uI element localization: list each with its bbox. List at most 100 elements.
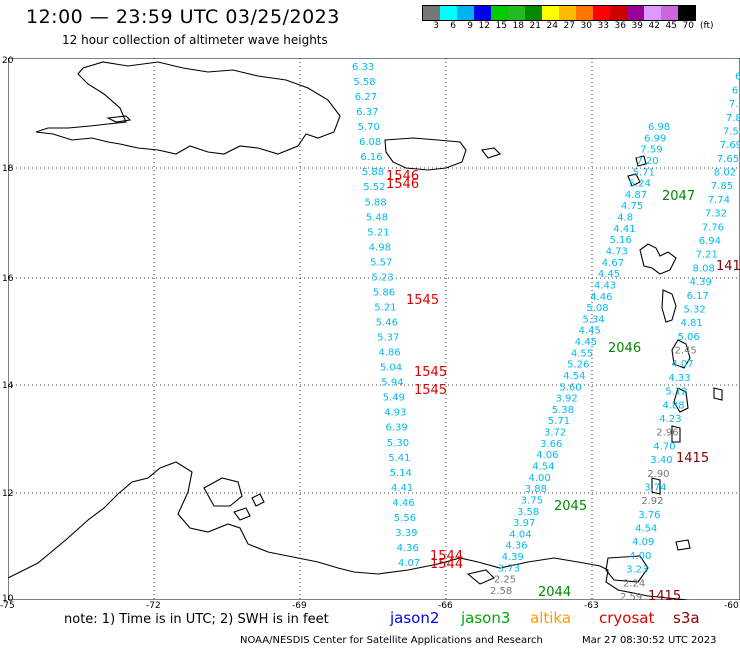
color-scale-label: 39 bbox=[631, 21, 643, 31]
swh-value-east-track-a: 4.41 bbox=[613, 224, 635, 235]
color-swatch bbox=[678, 6, 695, 20]
swh-value-east-track-b: 3.76 bbox=[638, 510, 660, 521]
swh-value-west-track: 4.46 bbox=[392, 498, 414, 509]
x-axis-tick-label: -75 bbox=[0, 601, 15, 611]
swh-value-west-track: 3.39 bbox=[395, 528, 417, 539]
x-axis-tick-label: -66 bbox=[438, 601, 453, 611]
altimeter-tracks: 6.33 5.58 6.27 6.37 5.70 6.08 6.16 5.88 5.52 5.88… bbox=[352, 58, 740, 600]
swh-value-east-track-b: 4.07 bbox=[671, 359, 693, 370]
color-scale-label: 27 bbox=[563, 21, 575, 31]
color-scale-label: 30 bbox=[580, 21, 592, 31]
swh-value-east-track-a: 7.59 bbox=[640, 145, 662, 156]
pass-time-label: 1545 bbox=[406, 293, 439, 308]
swh-value-east-track-a: 4.87 bbox=[625, 190, 647, 201]
swh-value-west-track: 4.93 bbox=[384, 408, 406, 419]
color-swatch bbox=[508, 6, 525, 20]
martinique-coast bbox=[671, 339, 691, 369]
swh-value-east-track-a: 5.26 bbox=[567, 360, 589, 371]
swh-value-east-track-a: 4.45 bbox=[579, 326, 601, 337]
color-swatch bbox=[627, 6, 644, 20]
swh-value-east-track-b: 5.32 bbox=[684, 305, 706, 316]
color-scale-label: 18 bbox=[512, 21, 524, 31]
coastlines bbox=[8, 61, 723, 600]
antigua-coast bbox=[627, 173, 641, 187]
swh-value-west-track: 5.86 bbox=[373, 288, 395, 299]
swh-value-west-track: 4.86 bbox=[379, 348, 401, 359]
swh-value-east-track-b: 7.85 bbox=[711, 181, 733, 192]
virgin-islands bbox=[481, 147, 502, 159]
color-swatch bbox=[661, 6, 678, 20]
color-scale-labels: 3 6 9 12 15 18 21 24 27 30 33 36 39 42 45 70 bbox=[422, 21, 694, 31]
color-swatch bbox=[559, 6, 576, 20]
swh-value-east-track-b: 2.92 bbox=[641, 496, 663, 507]
swh-value-east-track-a: 5.34 bbox=[583, 314, 605, 325]
swh-value-east-track-a: 5.08 bbox=[586, 303, 608, 314]
swh-value-east-track-b: 2.45 bbox=[675, 346, 697, 357]
swh-value-east-track-a: 7.20 bbox=[636, 156, 658, 167]
pass-time-label: 2046 bbox=[608, 341, 641, 356]
generation-date: Mar 27 08:30:52 UTC 2023 bbox=[582, 635, 717, 646]
swh-value-east-track-a: 3.58 bbox=[517, 507, 539, 518]
color-scale-label: 12 bbox=[478, 21, 490, 31]
swh-value-east-track-b: 7.25 bbox=[729, 99, 740, 110]
swh-value-east-track-a: 5.16 bbox=[610, 235, 632, 246]
swh-value-east-track-b: 7.74 bbox=[708, 195, 730, 206]
swh-value-east-track-b: 4.23 bbox=[659, 414, 681, 425]
margarita-coast bbox=[466, 569, 495, 585]
map-plot: 6.33 5.58 6.27 6.37 5.70 6.08 6.16 5.88 5.52 5.88… bbox=[8, 58, 740, 600]
legend-altika: altika bbox=[530, 609, 572, 627]
swh-value-east-track-b: 4.00 bbox=[629, 551, 651, 562]
puerto-rico-coast bbox=[384, 137, 467, 171]
swh-value-west-track: 6.16 bbox=[360, 152, 382, 163]
paraguana-peninsula bbox=[203, 477, 243, 507]
figure-title: 12:00 — 23:59 UTC 03/25/2023 bbox=[26, 6, 340, 28]
color-swatch bbox=[457, 6, 474, 20]
color-scale-unit: (ft) bbox=[700, 21, 714, 31]
trinidad-coast bbox=[605, 555, 649, 583]
y-axis-tick-label: 10 bbox=[2, 594, 14, 604]
swh-value-east-track-b: 7.32 bbox=[705, 209, 727, 220]
swh-value-east-track-a: 3.88 bbox=[525, 484, 547, 495]
swh-value-west-track: 5.23 bbox=[372, 272, 394, 283]
swh-value-east-track-a: 4.43 bbox=[594, 280, 616, 291]
swh-value-west-track: 6.27 bbox=[355, 92, 377, 103]
swh-value-east-track-a: 4.54 bbox=[563, 371, 585, 382]
swh-value-east-track-a: 5.71 bbox=[633, 167, 655, 178]
color-swatch bbox=[474, 6, 491, 20]
swh-value-west-track: 5.94 bbox=[381, 378, 403, 389]
swh-value-east-track-a: 3.92 bbox=[556, 394, 578, 405]
swh-value-east-track-b: 6.77 bbox=[735, 72, 740, 83]
pass-time-label: 2047 bbox=[662, 189, 695, 204]
swh-value-east-track-b: 2.96 bbox=[656, 428, 678, 439]
swh-value-east-track-a: 3.72 bbox=[544, 428, 566, 439]
swh-value-east-track-a: 3.97 bbox=[513, 518, 535, 529]
barbados-coast bbox=[713, 387, 723, 401]
hispaniola-coast bbox=[35, 61, 341, 155]
swh-value-east-track-a: 3.66 bbox=[540, 439, 562, 450]
curacao-coast bbox=[233, 507, 251, 521]
swh-value-east-track-a: 4.04 bbox=[509, 529, 531, 540]
swh-value-west-track: 5.21 bbox=[374, 303, 396, 314]
y-axis-tick-label: 18 bbox=[2, 164, 14, 174]
swh-value-east-track-b: 6.17 bbox=[687, 291, 709, 302]
swh-value-west-track: 5.70 bbox=[358, 122, 380, 133]
swh-value-west-track: 4.07 bbox=[398, 558, 420, 569]
swh-value-west-track: 5.04 bbox=[380, 363, 402, 374]
y-axis-tick-label: 12 bbox=[2, 489, 14, 499]
swh-value-east-track-a: 4.54 bbox=[532, 462, 554, 473]
swh-value-east-track-b: 7.69 bbox=[720, 140, 740, 151]
swh-value-east-track-b: 6.94 bbox=[732, 85, 740, 96]
swh-value-west-track: 5.56 bbox=[394, 513, 416, 524]
swh-value-east-track-b: 4.81 bbox=[681, 318, 703, 329]
guadeloupe-coast bbox=[639, 243, 677, 275]
swh-value-west-track: 5.49 bbox=[383, 393, 405, 404]
swh-value-east-track-b: 4.54 bbox=[635, 524, 657, 535]
swh-value-east-track-a: 4.73 bbox=[606, 247, 628, 258]
legend-cryosat: cryosat bbox=[599, 609, 655, 627]
swh-value-west-track: 5.57 bbox=[370, 257, 392, 268]
swh-value-west-track: 5.21 bbox=[367, 227, 389, 238]
color-swatch bbox=[610, 6, 627, 20]
color-scale-label: 24 bbox=[546, 21, 558, 31]
swh-value-west-track: 4.41 bbox=[391, 483, 413, 494]
